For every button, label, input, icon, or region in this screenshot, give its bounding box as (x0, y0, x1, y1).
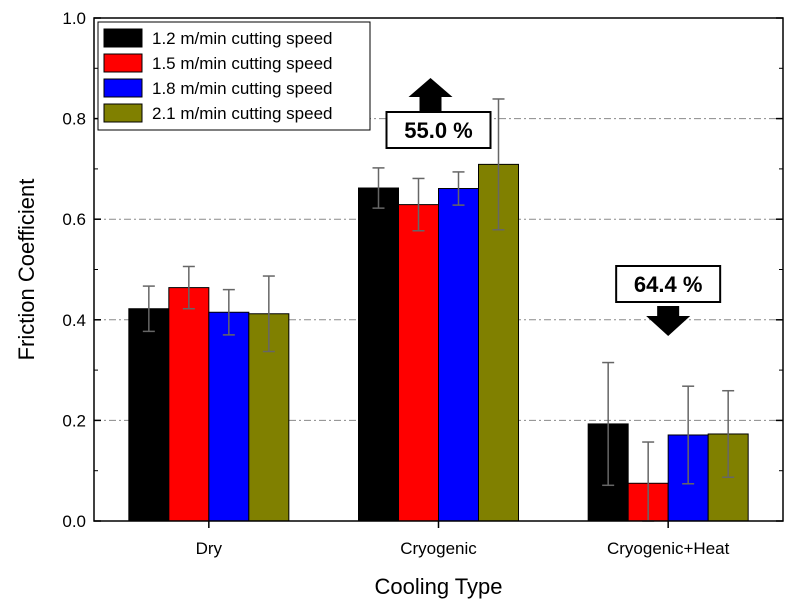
legend-box (97, 21, 371, 131)
legend-swatch-2 (103, 78, 143, 98)
annotation-box (385, 111, 492, 149)
x-tick-label: Cryogenic (400, 539, 477, 558)
bar-cryogenic-0 (358, 187, 399, 522)
y-tick-label: 0.4 (62, 311, 86, 330)
bar-cryogenic-2 (438, 188, 479, 522)
legend-swatch-3 (103, 103, 143, 123)
annotation-label: 64.4 % (634, 272, 703, 297)
bar-dry-0 (128, 308, 170, 522)
legend-label-3: 2.1 m/min cutting speed (152, 104, 332, 123)
legend-swatch-1 (103, 53, 143, 73)
x-tick-label: Cryogenic+Heat (607, 539, 730, 558)
legend-label-1: 1.5 m/min cutting speed (152, 54, 332, 73)
y-tick-label: 1.0 (62, 9, 86, 28)
y-tick-label: 0.0 (62, 512, 86, 531)
axis-ticks: 0.0 0.2 0.4 0.6 0.8 1.0 Dry Cryogenic Cryogenic+… (62, 9, 783, 558)
error-bars (142, 98, 735, 522)
y-tick-label: 0.2 (62, 411, 86, 430)
bar-dry-2 (208, 311, 250, 522)
y-axis-title: Friction Coefficient (14, 179, 39, 361)
legend: 1.2 m/min cutting speed 1.5 m/min cutting… (97, 21, 371, 131)
y-tick-label: 0.6 (62, 210, 86, 229)
y-tick-label: 0.8 (62, 110, 86, 129)
x-tick-label: Dry (196, 539, 223, 558)
annotation-label: 55.0 % (404, 118, 473, 143)
legend-swatch-0 (103, 28, 143, 48)
annotation-box (615, 265, 722, 303)
up-arrow-icon (408, 78, 453, 111)
x-axis-title: Cooling Type (374, 574, 502, 599)
legend-label-0: 1.2 m/min cutting speed (152, 29, 332, 48)
bar-dry-1 (168, 287, 210, 522)
bars (128, 163, 749, 522)
annotations: 55.0 % 64.4 % (385, 78, 722, 336)
down-arrow-icon (646, 306, 691, 336)
legend-label-2: 1.8 m/min cutting speed (152, 79, 332, 98)
bar-cryogenic-1 (398, 204, 439, 522)
